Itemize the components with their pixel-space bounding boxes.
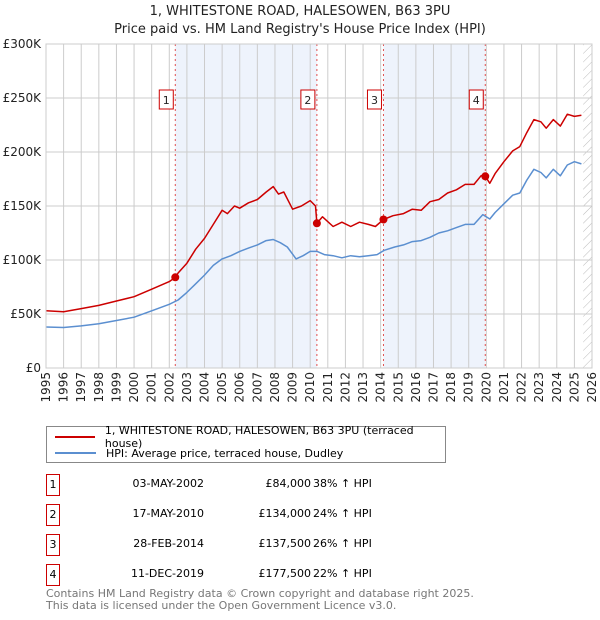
chart-legend: 1, WHITESTONE ROAD, HALESOWEN, B63 3PU (… — [46, 424, 446, 463]
y-tick-label: £250K — [3, 91, 43, 105]
x-tick-label: 1995 — [39, 372, 53, 403]
legend-item-property: 1, WHITESTONE ROAD, HALESOWEN, B63 3PU (… — [55, 424, 445, 450]
legend-swatch-hpi — [55, 452, 96, 454]
x-tick-label: 1997 — [74, 372, 88, 403]
sale-price: £177,500 — [258, 567, 312, 580]
x-tick-label: 2021 — [497, 372, 511, 403]
sale-price: £137,500 — [258, 537, 312, 550]
x-tick-label: 1998 — [92, 372, 106, 403]
sale-point — [312, 219, 321, 228]
x-tick-label: 1999 — [109, 372, 123, 403]
sale-price: £134,000 — [258, 507, 312, 520]
x-tick-label: 2003 — [180, 372, 194, 403]
sale-row: 2 17-MAY-2010 £134,000 24% ↑ HPI — [46, 504, 446, 526]
sale-hpi-change: 38% ↑ HPI — [313, 477, 372, 490]
x-tick-label: 2022 — [515, 372, 529, 403]
sale-price: £84,000 — [265, 477, 312, 490]
x-tick-label: 2018 — [444, 372, 458, 403]
x-tick-label: 2006 — [233, 372, 247, 403]
x-tick-label: 2010 — [303, 372, 317, 403]
x-tick-label: 2007 — [250, 372, 264, 403]
x-tick-label: 2026 — [585, 372, 599, 403]
y-tick-label: £300K — [3, 37, 43, 51]
x-tick-label: 2013 — [356, 372, 370, 403]
y-tick-label: £50K — [10, 307, 42, 321]
footer: Contains HM Land Registry data © Crown c… — [46, 588, 474, 612]
sale-label: 4 — [473, 94, 480, 107]
x-tick-label: 2015 — [391, 372, 405, 403]
x-tick-label: 2014 — [374, 372, 388, 403]
legend-label-property: 1, WHITESTONE ROAD, HALESOWEN, B63 3PU (… — [104, 424, 414, 450]
x-tick-label: 2001 — [145, 372, 159, 403]
sale-number: 3 — [46, 534, 60, 556]
y-tick-label: £200K — [3, 145, 43, 159]
sale-label-box — [158, 89, 174, 110]
sale-date: 03-MAY-2002 — [132, 477, 204, 490]
sale-label: 3 — [371, 94, 378, 107]
sale-row: 3 28-FEB-2014 £137,500 26% ↑ HPI — [46, 534, 446, 556]
sale-label: 2 — [304, 94, 311, 107]
property-line — [45, 113, 582, 313]
sale-label-box — [468, 89, 484, 110]
x-tick-label: 2009 — [286, 372, 300, 403]
x-tick-label: 2000 — [127, 372, 141, 403]
legend-label-hpi: HPI: Average price, terraced house, Dudl… — [106, 446, 344, 460]
sale-label-box — [366, 89, 382, 110]
x-tick-label: 2004 — [198, 372, 212, 403]
x-tick-label: 2017 — [426, 372, 440, 403]
sale-date: 28-FEB-2014 — [133, 537, 204, 550]
x-tick-label: 2025 — [567, 372, 581, 403]
x-tick-label: 2016 — [409, 372, 423, 403]
sale-row: 4 11-DEC-2019 £177,500 22% ↑ HPI — [46, 564, 446, 586]
sale-label-box — [300, 89, 316, 110]
sale-date: 11-DEC-2019 — [130, 567, 204, 580]
x-tick-label: 2005 — [215, 372, 229, 403]
x-tick-label: 2011 — [321, 372, 335, 403]
x-tick-label: 2020 — [479, 372, 493, 403]
sale-hpi-change: 24% ↑ HPI — [313, 507, 372, 520]
legend-swatch-property — [55, 436, 95, 438]
sale-number: 4 — [46, 564, 60, 586]
y-tick-label: £0 — [26, 361, 41, 375]
plot-frame — [45, 43, 593, 369]
x-tick-label: 2008 — [268, 372, 282, 403]
sale-date: 17-MAY-2010 — [132, 507, 204, 520]
sale-row: 1 03-MAY-2002 £84,000 38% ↑ HPI — [46, 474, 446, 496]
sale-hpi-change: 26% ↑ HPI — [313, 537, 372, 550]
x-tick-label: 2024 — [550, 372, 564, 403]
chart-subtitle: Price paid vs. HM Land Registry's House … — [114, 22, 486, 37]
sale-hpi-change: 22% ↑ HPI — [313, 567, 372, 580]
sale-number: 2 — [46, 504, 60, 526]
sale-label: 1 — [163, 94, 170, 107]
x-tick-label: 2012 — [338, 372, 352, 403]
x-tick-label: 2002 — [162, 372, 176, 403]
hpi-line — [45, 160, 582, 329]
price-chart: 1995 1996 1997 1998 1999 2000 2001 2002 2003 2004… — [3, 37, 599, 403]
sale-number: 1 — [46, 474, 60, 496]
x-tick-label: 2023 — [532, 372, 546, 403]
y-tick-label: £100K — [3, 253, 43, 267]
legend-item-hpi: HPI: Average price, terraced house, Dudl… — [55, 445, 343, 461]
sale-point — [171, 273, 180, 282]
sale-point — [481, 172, 490, 181]
y-tick-label: £150K — [3, 199, 43, 213]
footer-licence: This data is licensed under the Open Gov… — [46, 599, 397, 612]
x-tick-label: 2019 — [462, 372, 476, 403]
sale-point — [379, 215, 388, 224]
chart-title: 1, WHITESTONE ROAD, HALESOWEN, B63 3PU — [149, 4, 451, 19]
x-tick-label: 1996 — [57, 372, 71, 403]
footer-copyright: Contains HM Land Registry data © Crown c… — [46, 587, 474, 600]
